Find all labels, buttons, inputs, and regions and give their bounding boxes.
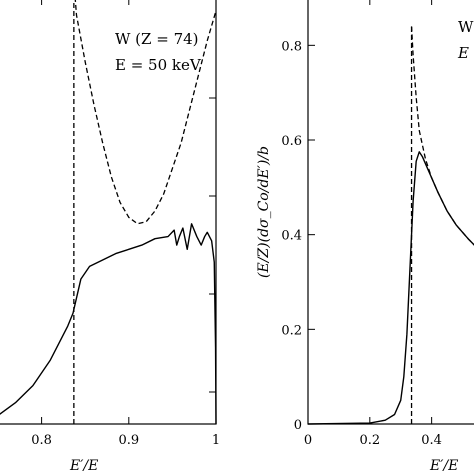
- right-annotation-energy: E: [457, 44, 469, 62]
- series-dashed-line: [410, 26, 474, 246]
- left-x-ticks: 0.8 0.9 1: [31, 0, 220, 448]
- right-y-axis-label: (E/Z)(dσ_Co/dE′)/b: [256, 146, 272, 278]
- right-annotation-element: W: [458, 18, 474, 36]
- y-tick-label: 0.8: [281, 39, 302, 54]
- left-y-ticks: [209, 97, 216, 393]
- series-solid-line: [307, 151, 474, 425]
- y-tick-label: 0: [294, 418, 302, 433]
- left-annotation-element: W (Z = 74): [115, 30, 199, 48]
- right-x-axis-label: E′/E: [429, 458, 458, 474]
- left-annotation-energy: E = 50 keV: [115, 56, 202, 74]
- x-tick-label: 1: [212, 433, 220, 448]
- x-tick-label: 0: [304, 433, 312, 448]
- y-tick-label: 0.2: [281, 323, 302, 338]
- y-tick-label: 0.4: [281, 229, 302, 244]
- y-tick-label: 0.6: [281, 134, 302, 149]
- x-tick-label: 0.9: [118, 433, 139, 448]
- series-dashed-line: [74, 0, 217, 225]
- right-x-ticks: 0 0.2 0.4: [304, 0, 442, 448]
- left-plot-area: [0, 0, 217, 425]
- x-tick-label: 0.8: [31, 433, 52, 448]
- series-solid-line: [0, 223, 217, 425]
- x-tick-label: 0.2: [359, 433, 380, 448]
- right-plot-area: [307, 26, 474, 425]
- right-panel: 0 0.2 0.4 0 0.2 0.4 0.6 0.8 W E E′/E (E/Z)(dσ_…: [256, 0, 474, 474]
- left-plot-frame: [0, 0, 217, 425]
- x-tick-label: 0.4: [421, 433, 442, 448]
- left-x-axis-label: E′/E: [69, 458, 98, 474]
- right-plot-frame: [307, 0, 474, 425]
- left-panel: 0.8 0.9 1 W (Z = 74) E = 50 keV E′/E: [0, 0, 220, 474]
- right-y-ticks: 0 0.2 0.4 0.6 0.8: [281, 39, 315, 433]
